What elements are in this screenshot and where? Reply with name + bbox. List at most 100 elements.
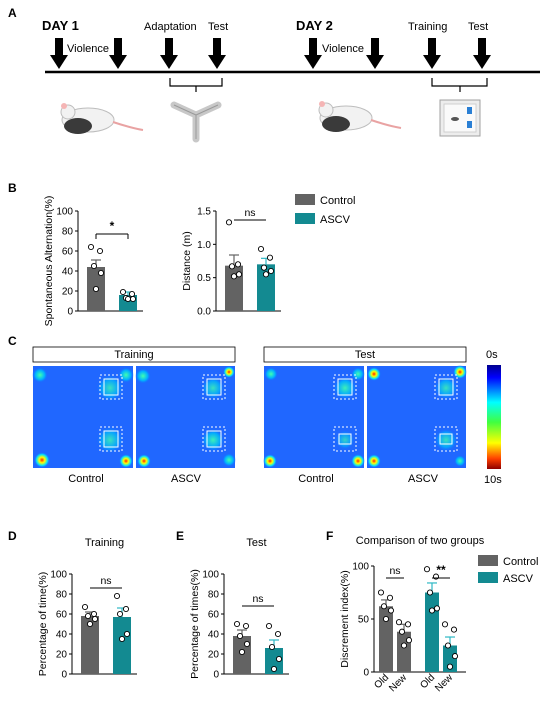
color-scale-bar: [487, 365, 501, 469]
data-point: [87, 243, 95, 251]
bar: [265, 648, 283, 674]
data-point: [116, 610, 124, 618]
panel-label-b: B: [8, 181, 17, 195]
chart-title: Training: [85, 537, 124, 549]
group-header-test-label: Test: [355, 349, 375, 361]
data-point: [128, 290, 136, 298]
y-tick-label: 100: [352, 562, 369, 573]
data-point: [382, 615, 390, 623]
data-point: [423, 566, 431, 573]
data-point: [265, 622, 273, 630]
data-point: [235, 271, 243, 278]
color-scale-top-label: 0s: [486, 349, 498, 361]
data-point: [236, 632, 244, 640]
data-point: [380, 603, 388, 610]
y-axis-label: Percentage of times(%): [189, 569, 201, 679]
data-point: [405, 637, 413, 644]
data-point: [238, 648, 246, 656]
adaptation-label: Adaptation: [144, 21, 197, 33]
open-field-arena-illustration: [439, 99, 481, 137]
data-point: [266, 254, 274, 261]
chart-title: Test: [246, 537, 266, 549]
y-tick-label: 20: [62, 287, 74, 298]
panel-label-a: A: [8, 6, 17, 20]
data-point: [451, 653, 459, 660]
data-point: [275, 655, 283, 663]
violence-label-day2: Violence: [322, 43, 364, 55]
arrow-down-icon: [160, 38, 178, 69]
legend-bottom: Control ASCV: [478, 555, 538, 585]
y-tick-label: 60: [62, 247, 74, 258]
bar: [81, 616, 99, 674]
data-point: [91, 615, 99, 623]
y-axis-label: Discrement index(%): [339, 570, 351, 667]
mice-fight-illustration-day2: [318, 101, 402, 132]
heatmap-training-ascv: [135, 366, 236, 468]
data-point: [426, 589, 434, 596]
data-point: [129, 295, 137, 303]
data-point: [400, 642, 408, 649]
legend-swatch-ascv: [295, 213, 315, 224]
data-point: [428, 607, 436, 614]
data-point: [122, 605, 130, 613]
group-header-training: [32, 346, 236, 363]
data-point: [123, 630, 131, 638]
data-point: [90, 610, 98, 618]
y-tick-label: 60: [208, 610, 220, 621]
y-maze-illustration: [170, 101, 222, 143]
chart-title: Comparison of two groups: [356, 535, 485, 547]
training-label: Training: [408, 21, 447, 33]
x-tick-label: New: [387, 672, 409, 694]
panel-label-d: D: [8, 529, 17, 543]
x-tick-label: New: [433, 672, 455, 694]
y-tick-label: 40: [56, 630, 68, 641]
data-point: [230, 273, 238, 280]
timeline-arrows: [50, 38, 491, 69]
data-point: [92, 285, 100, 293]
heatmap-training-control: [32, 366, 134, 468]
significance-label: **: [436, 563, 446, 577]
heatmap-label-ascv-2: ASCV: [408, 473, 439, 485]
bar: [379, 606, 393, 672]
legend-swatch-control: [478, 555, 498, 566]
heatmap-test-control: [263, 366, 365, 468]
y-tick-label: 1.0: [197, 240, 211, 251]
data-point: [450, 626, 458, 633]
legend-label-ascv: ASCV: [320, 214, 351, 226]
data-point: [267, 267, 275, 275]
group-header-test: [263, 346, 467, 363]
data-point: [270, 665, 278, 673]
data-point: [404, 621, 412, 628]
y-tick-label: 100: [56, 207, 73, 218]
legend-label-ascv: ASCV: [503, 573, 534, 585]
arrow-down-icon: [304, 38, 322, 69]
data-point: [377, 589, 385, 596]
data-point: [90, 262, 98, 270]
y-tick-label: 50: [358, 615, 370, 626]
test-label-day2: Test: [468, 21, 488, 33]
y-tick-label: 0: [213, 670, 219, 681]
y-tick-label: 80: [62, 227, 74, 238]
day1-label: DAY 1: [42, 18, 79, 33]
y-tick-label: 20: [56, 650, 68, 661]
data-point: [257, 245, 265, 253]
data-point: [84, 612, 92, 620]
significance-label: ns: [252, 593, 263, 605]
significance-label: ns: [100, 575, 111, 587]
y-tick-label: 0: [61, 670, 67, 681]
significance-label: ns: [389, 565, 400, 577]
heatmap-test-ascv: [367, 365, 467, 468]
y-tick-label: 0: [67, 307, 73, 318]
legend-swatch-control: [295, 194, 315, 205]
data-point: [395, 619, 403, 626]
y-tick-label: 0.0: [197, 307, 211, 318]
mice-fight-illustration-day1: [60, 103, 144, 134]
y-tick-label: 100: [50, 570, 67, 581]
data-point: [233, 620, 241, 628]
bar: [443, 645, 457, 672]
panel-label-e: E: [176, 529, 184, 543]
heatmap-label-ascv-1: ASCV: [171, 473, 202, 485]
y-axis-label: Distance (m): [181, 231, 193, 291]
data-point: [433, 605, 441, 612]
data-point: [96, 247, 104, 255]
